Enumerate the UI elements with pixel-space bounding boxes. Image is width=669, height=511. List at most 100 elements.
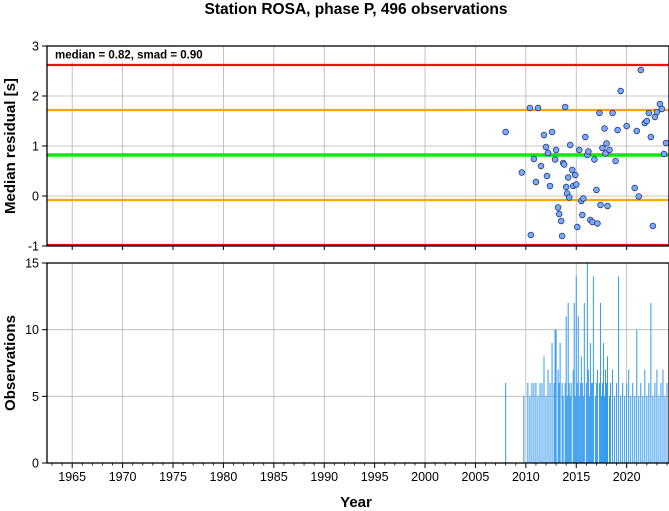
y-tick-label: -1 <box>28 240 39 254</box>
x-tick-label: 2010 <box>512 470 540 484</box>
residual-point <box>597 201 604 209</box>
residual-point <box>546 182 554 190</box>
residual-point <box>542 143 550 151</box>
observations-plot-frame <box>46 262 669 464</box>
chart-title: Station ROSA, phase P, 496 observations <box>205 1 508 18</box>
residual-point <box>645 109 653 117</box>
residual-point <box>526 104 534 112</box>
residual-point <box>548 128 556 136</box>
x-tick-label: 1990 <box>310 470 338 484</box>
residual-point <box>561 103 569 111</box>
observations-panel: 1965 1970 1975 1980 1985 1990 1995 2000 2005 2010… <box>2 257 669 511</box>
residual-point <box>593 186 600 194</box>
residual-point <box>603 140 610 147</box>
x-tick-label: 1975 <box>159 470 187 484</box>
residual-point <box>604 202 611 210</box>
residual-point <box>562 183 570 191</box>
residual-points <box>502 66 669 240</box>
residual-point <box>579 211 586 219</box>
x-tick-label: 1970 <box>109 470 137 484</box>
residual-point <box>502 128 509 136</box>
residual-point <box>623 122 630 130</box>
residual-y-ticks: -1 0 1 2 3 <box>28 40 47 254</box>
residual-point <box>557 217 565 225</box>
residual-point <box>568 166 576 174</box>
residual-point <box>543 172 551 180</box>
residual-point <box>633 127 640 135</box>
residual-point <box>653 108 661 116</box>
y-tick-label: 10 <box>25 323 39 337</box>
residual-point <box>658 105 666 113</box>
residual-point <box>601 125 608 132</box>
residual-point <box>527 231 535 239</box>
y-tick-label: 5 <box>32 390 39 404</box>
residual-point <box>571 171 579 179</box>
residual-point <box>614 126 621 134</box>
residual-point <box>576 146 583 154</box>
residual-point <box>617 87 624 95</box>
residual-point <box>552 146 560 154</box>
residual-point <box>649 222 657 230</box>
x-tick-label: 1980 <box>210 470 238 484</box>
y-tick-label: 15 <box>25 257 39 271</box>
stats-annotation: median = 0.82, smad = 0.90 <box>55 50 203 62</box>
residual-point <box>609 109 616 117</box>
y-tick-label: 2 <box>32 90 39 104</box>
observations-x-ticks: 1965 1970 1975 1980 1985 1990 1995 2000 2005 2010… <box>51 463 668 484</box>
residual-point <box>591 156 598 163</box>
residual-point <box>582 133 589 141</box>
x-tick-label: 2015 <box>562 470 590 484</box>
x-tick-label: 1965 <box>58 470 86 484</box>
residual-point <box>558 232 566 240</box>
residual-point <box>585 148 592 155</box>
residual-point <box>574 223 581 231</box>
residual-point <box>540 131 548 139</box>
residual-point <box>566 141 574 149</box>
observations-y-ticks: 0 5 10 15 <box>25 257 47 471</box>
observations-y-axis-label: Observations <box>2 315 19 411</box>
residual-point <box>662 139 669 147</box>
residual-panel: -1 0 1 2 3 median = 0.82, smad = 0.90 Median… <box>2 40 669 254</box>
y-tick-label: 3 <box>32 40 39 54</box>
residual-point <box>554 204 562 211</box>
residual-point <box>660 150 668 158</box>
y-tick-label: 0 <box>32 457 39 471</box>
residual-point <box>532 178 540 186</box>
residual-point <box>565 194 573 201</box>
residual-point <box>643 117 651 125</box>
residual-y-axis-label: Median residual [s] <box>2 78 19 214</box>
annotation-box <box>51 47 208 62</box>
x-tick-label: 2000 <box>411 470 439 484</box>
residual-point <box>612 157 619 165</box>
residual-x-ticks <box>71 246 628 250</box>
residual-point <box>555 210 563 218</box>
x-axis-label: Year <box>340 494 372 511</box>
residual-point <box>551 156 559 163</box>
residual-point <box>594 220 601 227</box>
y-tick-label: 0 <box>32 190 39 204</box>
residual-point <box>573 181 580 188</box>
observation-bars <box>505 263 668 463</box>
residual-point <box>602 150 609 157</box>
residual-grid <box>47 45 669 247</box>
residual-point <box>637 66 645 74</box>
x-tick-label: 1985 <box>260 470 288 484</box>
residual-point <box>596 109 603 117</box>
residual-point <box>560 161 568 168</box>
residual-point <box>606 146 613 154</box>
residual-point <box>599 144 606 152</box>
residual-point <box>631 184 638 192</box>
residual-point <box>580 195 587 202</box>
x-tick-label: 2020 <box>613 470 641 484</box>
residual-point <box>564 174 572 181</box>
residual-point <box>544 149 552 157</box>
x-tick-label: 1995 <box>361 470 389 484</box>
residual-point <box>537 162 545 170</box>
residual-point <box>647 133 655 141</box>
x-tick-label: 2005 <box>462 470 490 484</box>
residual-point <box>518 169 526 176</box>
residual-point <box>530 155 538 163</box>
y-tick-label: 1 <box>32 140 39 154</box>
residual-point <box>534 104 542 112</box>
